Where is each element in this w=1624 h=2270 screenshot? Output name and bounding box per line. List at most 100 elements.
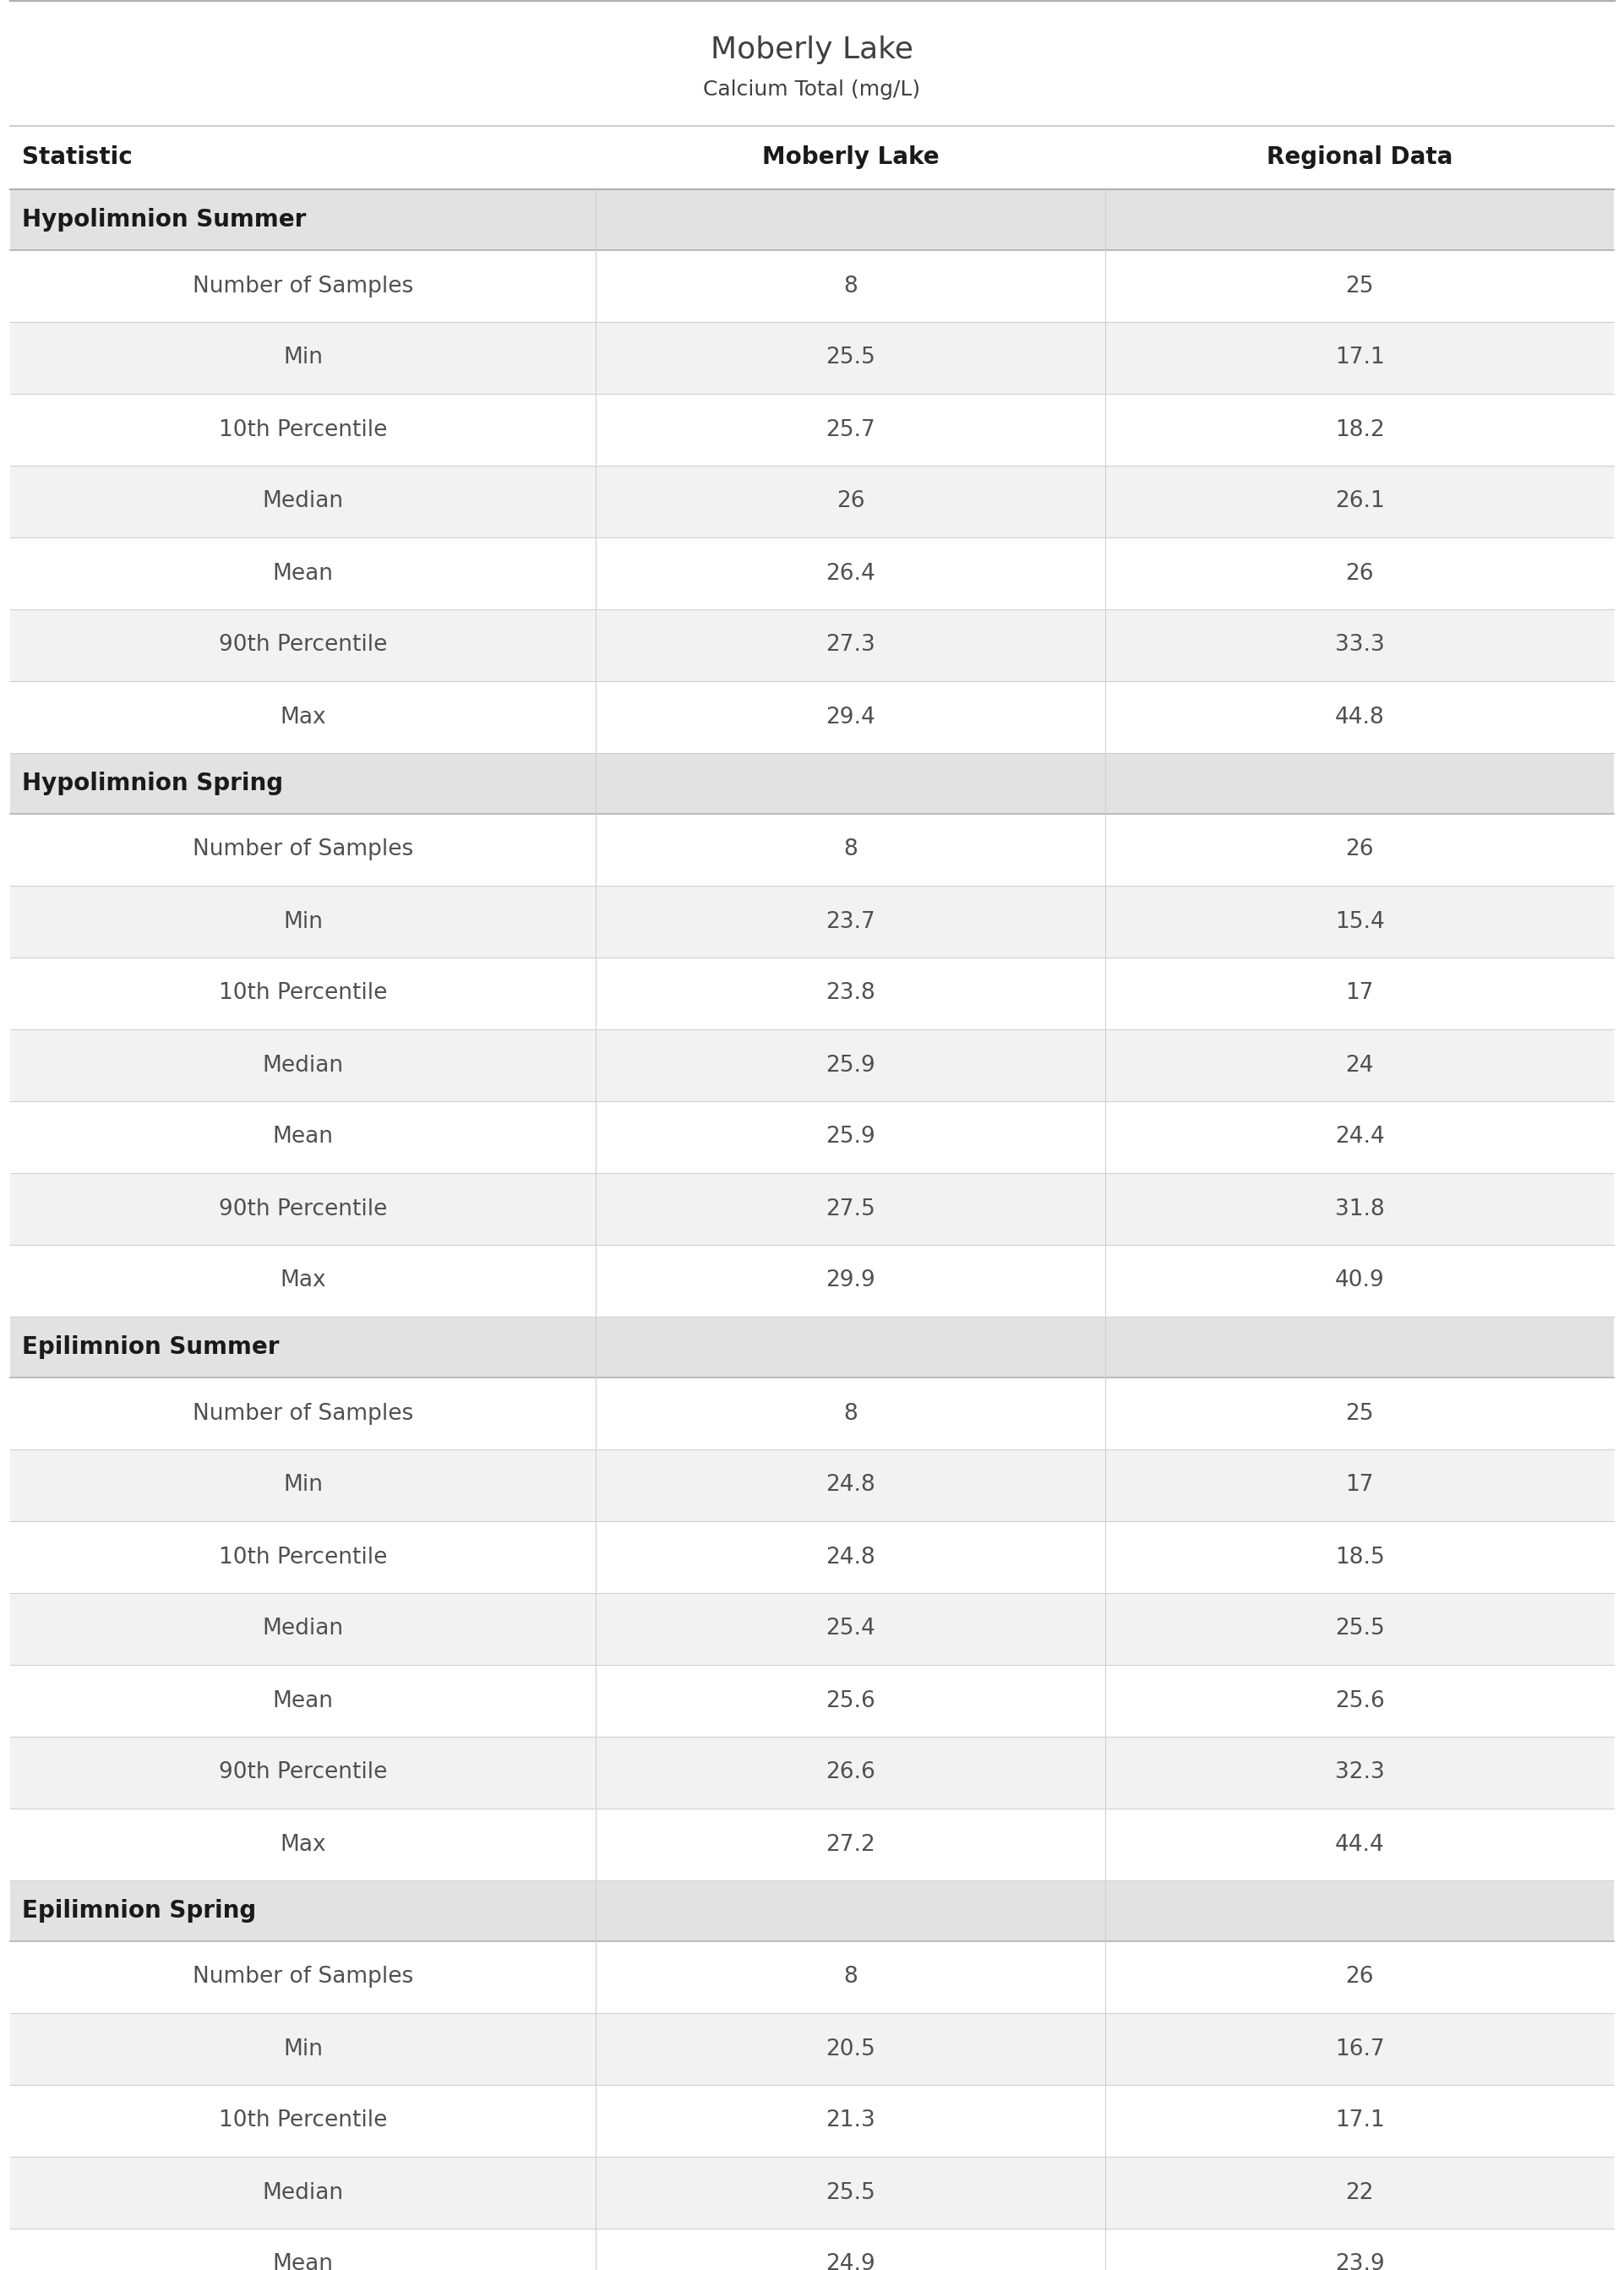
Bar bbox=[10, 1448, 1614, 1521]
Text: 25: 25 bbox=[1346, 275, 1374, 297]
Text: Median: Median bbox=[261, 490, 343, 513]
Text: Median: Median bbox=[261, 1619, 343, 1639]
Bar bbox=[10, 1737, 1614, 1809]
Text: Max: Max bbox=[279, 706, 326, 729]
Text: 29.9: 29.9 bbox=[825, 1269, 875, 1292]
Text: 23.9: 23.9 bbox=[1335, 2254, 1385, 2270]
Text: 17.1: 17.1 bbox=[1335, 347, 1385, 370]
Text: Number of Samples: Number of Samples bbox=[193, 275, 412, 297]
Text: 25.5: 25.5 bbox=[1335, 1619, 1385, 1639]
Text: 21.3: 21.3 bbox=[825, 2109, 875, 2132]
Text: 33.3: 33.3 bbox=[1335, 633, 1385, 656]
Text: Min: Min bbox=[283, 347, 323, 370]
Text: Number of Samples: Number of Samples bbox=[193, 1403, 412, 1426]
Text: Statistic: Statistic bbox=[23, 145, 133, 170]
Bar bbox=[10, 1880, 1614, 1941]
Bar bbox=[10, 2013, 1614, 2084]
Text: 8: 8 bbox=[843, 275, 857, 297]
Bar bbox=[10, 2084, 1614, 2156]
Text: 22: 22 bbox=[1346, 2181, 1374, 2204]
Text: 18.5: 18.5 bbox=[1335, 1546, 1385, 1569]
Text: 24.9: 24.9 bbox=[825, 2254, 875, 2270]
Text: Hypolimnion Spring: Hypolimnion Spring bbox=[23, 772, 283, 794]
Text: 26: 26 bbox=[1346, 1966, 1374, 1989]
Bar bbox=[10, 2229, 1614, 2270]
Text: 17: 17 bbox=[1346, 1473, 1374, 1496]
Bar bbox=[10, 815, 1614, 885]
Text: Mean: Mean bbox=[273, 2254, 333, 2270]
Text: 24.8: 24.8 bbox=[825, 1546, 875, 1569]
Text: 29.4: 29.4 bbox=[825, 706, 875, 729]
Text: 20.5: 20.5 bbox=[825, 2038, 875, 2059]
Text: 10th Percentile: 10th Percentile bbox=[219, 418, 387, 440]
Text: Epilimnion Summer: Epilimnion Summer bbox=[23, 1335, 279, 1360]
Text: Regional Data: Regional Data bbox=[1267, 145, 1453, 170]
Text: Mean: Mean bbox=[273, 563, 333, 583]
Text: 26.4: 26.4 bbox=[825, 563, 875, 583]
Text: 23.8: 23.8 bbox=[825, 983, 875, 1003]
Bar bbox=[10, 754, 1614, 815]
Text: 10th Percentile: 10th Percentile bbox=[219, 983, 387, 1003]
Bar bbox=[10, 1028, 1614, 1101]
Text: 26.1: 26.1 bbox=[1335, 490, 1385, 513]
Bar bbox=[10, 608, 1614, 681]
Text: 16.7: 16.7 bbox=[1335, 2038, 1385, 2059]
Text: Min: Min bbox=[283, 910, 323, 933]
Bar bbox=[10, 1809, 1614, 1880]
Text: 90th Percentile: 90th Percentile bbox=[219, 1762, 387, 1784]
Text: 26: 26 bbox=[836, 490, 864, 513]
Bar bbox=[10, 958, 1614, 1028]
Text: 25.4: 25.4 bbox=[825, 1619, 875, 1639]
Text: Max: Max bbox=[279, 1269, 326, 1292]
Text: 10th Percentile: 10th Percentile bbox=[219, 1546, 387, 1569]
Text: Number of Samples: Number of Samples bbox=[193, 1966, 412, 1989]
Bar bbox=[10, 322, 1614, 393]
Text: 8: 8 bbox=[843, 1966, 857, 1989]
Text: 17: 17 bbox=[1346, 983, 1374, 1003]
Bar bbox=[10, 1594, 1614, 1664]
Bar bbox=[10, 188, 1614, 250]
Text: 23.7: 23.7 bbox=[825, 910, 875, 933]
Text: Moberly Lake: Moberly Lake bbox=[711, 36, 913, 64]
Bar bbox=[10, 1244, 1614, 1317]
Text: 25.7: 25.7 bbox=[825, 418, 875, 440]
Text: 40.9: 40.9 bbox=[1335, 1269, 1385, 1292]
Bar bbox=[10, 2156, 1614, 2229]
Bar bbox=[10, 393, 1614, 465]
Bar bbox=[10, 681, 1614, 754]
Text: Mean: Mean bbox=[273, 1126, 333, 1149]
Bar bbox=[10, 1521, 1614, 1594]
Text: Max: Max bbox=[279, 1834, 326, 1855]
Bar bbox=[10, 465, 1614, 538]
Text: 25.9: 25.9 bbox=[825, 1053, 875, 1076]
Text: Moberly Lake: Moberly Lake bbox=[762, 145, 939, 170]
Bar bbox=[10, 1317, 1614, 1378]
Text: 44.4: 44.4 bbox=[1335, 1834, 1385, 1855]
Text: 8: 8 bbox=[843, 1403, 857, 1426]
Text: 32.3: 32.3 bbox=[1335, 1762, 1385, 1784]
Text: Calcium Total (mg/L): Calcium Total (mg/L) bbox=[703, 79, 921, 100]
Text: Median: Median bbox=[261, 1053, 343, 1076]
Text: 31.8: 31.8 bbox=[1335, 1199, 1385, 1219]
Text: 90th Percentile: 90th Percentile bbox=[219, 1199, 387, 1219]
Text: Min: Min bbox=[283, 1473, 323, 1496]
Text: 24: 24 bbox=[1346, 1053, 1374, 1076]
Text: 44.8: 44.8 bbox=[1335, 706, 1385, 729]
Text: 18.2: 18.2 bbox=[1335, 418, 1385, 440]
Text: Min: Min bbox=[283, 2038, 323, 2059]
Text: Epilimnion Spring: Epilimnion Spring bbox=[23, 1900, 257, 1923]
Text: Median: Median bbox=[261, 2181, 343, 2204]
Text: 15.4: 15.4 bbox=[1335, 910, 1385, 933]
Bar bbox=[10, 1664, 1614, 1737]
Text: Number of Samples: Number of Samples bbox=[193, 840, 412, 860]
Text: 27.5: 27.5 bbox=[825, 1199, 875, 1219]
Bar bbox=[10, 538, 1614, 608]
Text: Hypolimnion Summer: Hypolimnion Summer bbox=[23, 209, 307, 232]
Text: 26: 26 bbox=[1346, 840, 1374, 860]
Text: 10th Percentile: 10th Percentile bbox=[219, 2109, 387, 2132]
Text: 26.6: 26.6 bbox=[825, 1762, 875, 1784]
Bar bbox=[10, 250, 1614, 322]
Text: 8: 8 bbox=[843, 840, 857, 860]
Text: 27.3: 27.3 bbox=[825, 633, 875, 656]
Text: 27.2: 27.2 bbox=[825, 1834, 875, 1855]
